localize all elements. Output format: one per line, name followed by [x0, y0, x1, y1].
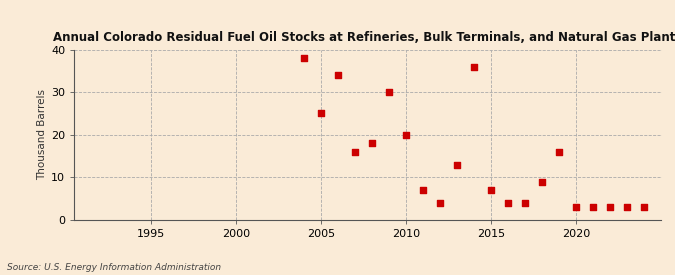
Point [435, 201, 446, 205]
Point [298, 56, 309, 60]
Point [469, 64, 480, 69]
Point [571, 205, 582, 210]
Point [316, 111, 327, 116]
Point [622, 205, 633, 210]
Point [418, 188, 429, 192]
Point [520, 201, 531, 205]
Text: Source: U.S. Energy Information Administration: Source: U.S. Energy Information Administ… [7, 263, 221, 272]
Point [486, 188, 497, 192]
Point [350, 150, 360, 154]
Point [503, 201, 514, 205]
Point [588, 205, 599, 210]
Y-axis label: Thousand Barrels: Thousand Barrels [37, 89, 47, 180]
Point [384, 90, 395, 94]
Point [452, 162, 462, 167]
Point [639, 205, 650, 210]
Point [554, 150, 565, 154]
Point [367, 141, 377, 145]
Title: Annual Colorado Residual Fuel Oil Stocks at Refineries, Bulk Terminals, and Natu: Annual Colorado Residual Fuel Oil Stocks… [53, 31, 675, 44]
Point [333, 73, 344, 77]
Point [537, 179, 547, 184]
Point [401, 133, 412, 137]
Point [605, 205, 616, 210]
